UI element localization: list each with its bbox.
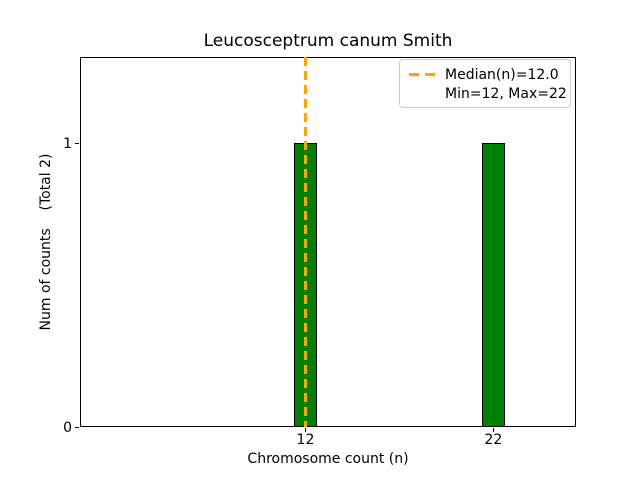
x-axis-label: Chromosome count (n) [247,451,409,467]
y-axis-label: Num of counts (Total 2) [38,153,54,331]
median-line [304,57,307,427]
x-tick-mark [493,428,495,432]
x-tick-label: 12 [296,432,315,448]
x-tick-mark [305,428,307,432]
legend-label-median: Median(n)=12.0 [445,66,559,83]
y-tick-mark [75,143,79,145]
x-tick-label: 22 [484,432,503,448]
legend-marker-cell [409,73,445,76]
chart-title: Leucosceptrum canum Smith [203,31,453,51]
y-tick-label: 0 [63,419,72,436]
legend: Median(n)=12.0 Min=12, Max=22 [399,59,571,108]
legend-row-median: Median(n)=12.0 [409,65,562,84]
orange-dashed-line-icon [409,73,435,76]
legend-row-minmax: Min=12, Max=22 [409,84,567,103]
legend-label-minmax: Min=12, Max=22 [445,85,567,102]
bar [482,143,505,427]
y-tick-mark [75,427,79,428]
y-tick-label: 1 [63,135,72,152]
